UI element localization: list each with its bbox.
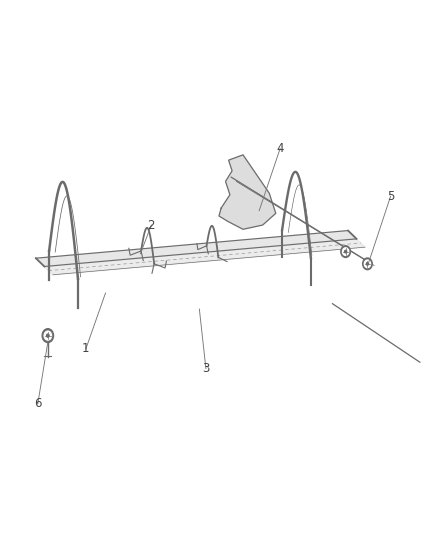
Circle shape <box>42 329 53 343</box>
Circle shape <box>364 260 371 268</box>
Circle shape <box>343 248 349 255</box>
Polygon shape <box>219 155 276 229</box>
Text: 3: 3 <box>202 362 210 375</box>
Polygon shape <box>36 231 357 266</box>
Circle shape <box>341 246 350 257</box>
Circle shape <box>345 251 346 253</box>
Circle shape <box>44 331 52 340</box>
Text: 5: 5 <box>387 190 394 203</box>
Circle shape <box>363 258 372 270</box>
Text: 6: 6 <box>34 397 42 410</box>
Polygon shape <box>44 239 365 275</box>
Text: 1: 1 <box>82 342 90 356</box>
Text: 4: 4 <box>276 142 284 155</box>
Circle shape <box>46 334 49 337</box>
Text: 2: 2 <box>148 219 155 231</box>
Circle shape <box>367 263 368 265</box>
